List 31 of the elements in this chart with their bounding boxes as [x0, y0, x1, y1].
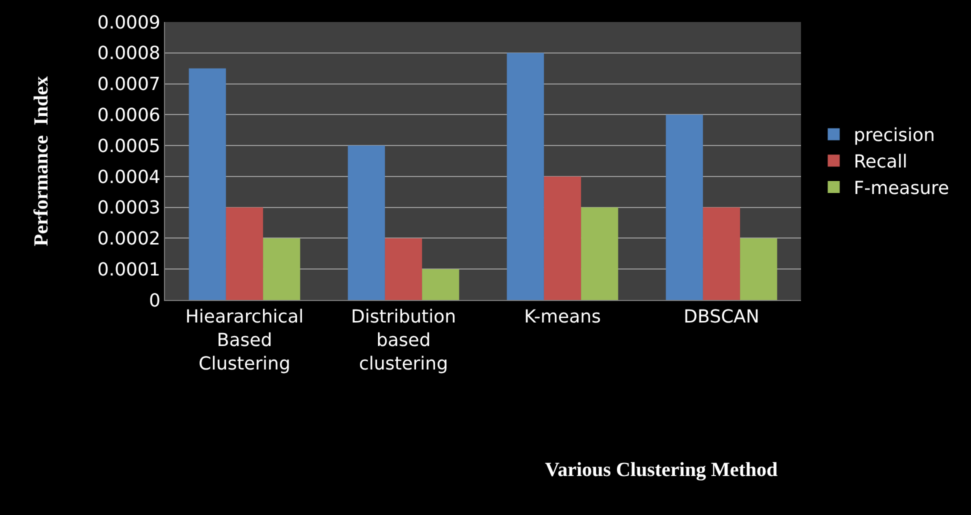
bar [188, 68, 226, 300]
x-tick-label: Distribution based clustering [350, 306, 456, 374]
y-tick-label: 0.0002 [97, 228, 160, 250]
legend-label: precision [854, 125, 935, 146]
y-tick-label: 0.0006 [97, 104, 160, 126]
bar [226, 207, 264, 300]
bar [666, 114, 703, 300]
y-tick-label: 0.0005 [97, 136, 160, 157]
x-tick-label: DBSCAN [684, 306, 760, 328]
bar [384, 238, 422, 300]
bar [702, 207, 740, 300]
y-tick-label: 0.0004 [97, 166, 160, 188]
bar [263, 238, 300, 300]
y-axis-title: Performance Index [30, 76, 52, 246]
y-tick-label: 0.0001 [97, 259, 160, 280]
x-tick-label: Hieararchical Based Clustering [185, 306, 304, 374]
bar [348, 146, 385, 300]
y-tick-label: 0.0003 [97, 198, 160, 219]
bar [544, 176, 582, 300]
y-tick-label: 0.0009 [97, 12, 160, 34]
x-axis-title: Various Clustering Method [545, 459, 778, 481]
bar [506, 52, 544, 300]
y-tick-label: 0.0007 [97, 74, 160, 96]
bar [581, 207, 618, 300]
bar [422, 269, 460, 300]
x-tick-label: K-means [524, 306, 601, 328]
legend-label: F-measure [854, 178, 950, 200]
y-tick-label: 0.0008 [97, 43, 160, 64]
y-tick-label: 0 [148, 290, 160, 312]
legend-label: Recall [854, 152, 908, 173]
bar [740, 238, 778, 300]
